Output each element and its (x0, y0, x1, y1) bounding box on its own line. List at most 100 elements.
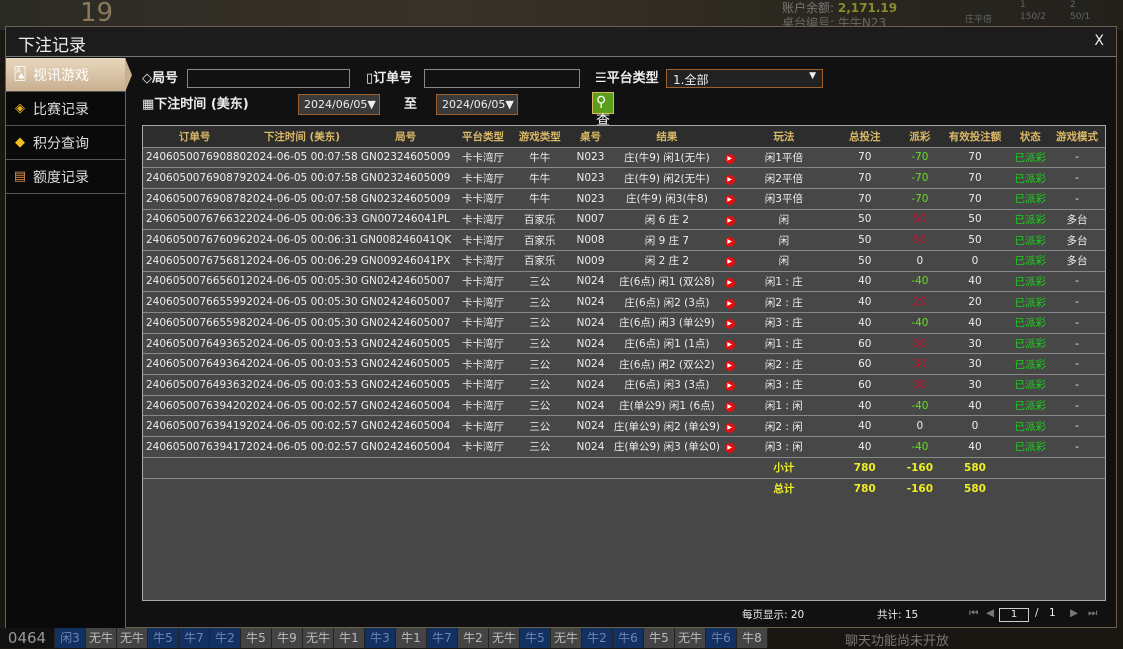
play-icon: ▶ (724, 360, 735, 371)
replay-button[interactable]: ▶ (719, 436, 740, 458)
cell: - (1049, 353, 1105, 375)
road-cell: 无牛 (86, 628, 117, 648)
cell: 闲 (739, 249, 829, 272)
platform-label: ☰平台类型 (595, 71, 659, 86)
cell: 庄(6点) 闲3 (3点) (613, 374, 720, 396)
table-row: 240605007665599 2024-06-05 00:05:30 GN0242… (143, 291, 1105, 313)
cell (246, 456, 358, 478)
cell: 已派彩 (1011, 415, 1050, 437)
column-header: 平台类型 (453, 126, 513, 147)
close-button[interactable]: X (1094, 33, 1104, 49)
cell: N024 (567, 332, 614, 354)
cell: 庄(牛9) 闲1(无牛) (613, 146, 720, 168)
cell: 闲3 : 庄 (739, 374, 829, 396)
replay-button[interactable]: ▶ (719, 332, 740, 354)
cell: 三公 (512, 270, 568, 292)
replay-button[interactable]: ▶ (719, 249, 740, 272)
cell: 闲1平倍 (739, 146, 829, 168)
cell (1049, 477, 1105, 499)
cell: 已派彩 (1011, 394, 1050, 416)
cell: 卡卡湾厅 (453, 291, 513, 313)
sidebar-item-video-games[interactable]: 🂡 视讯游戏 (6, 58, 132, 92)
cell: 40 (938, 436, 1012, 458)
replay-button[interactable]: ▶ (719, 229, 740, 251)
column-header: 玩法 (739, 126, 829, 147)
cell: 20 (938, 291, 1012, 313)
cell: 已派彩 (1011, 208, 1050, 230)
road-cell: 无牛 (675, 628, 706, 648)
page-count: 1 (1049, 607, 1056, 619)
cell: 卡卡湾厅 (453, 312, 513, 334)
cell: 780 (828, 456, 902, 478)
total-row: 总计 780 -160 580 (143, 477, 1105, 499)
cell (453, 477, 513, 499)
cell (613, 456, 720, 478)
modal-title: 下注记录 (18, 36, 86, 56)
replay-button[interactable]: ▶ (719, 146, 740, 168)
round-input[interactable] (187, 69, 350, 88)
replay-button[interactable]: ▶ (719, 353, 740, 375)
road-cell: 牛5 (148, 628, 179, 648)
replay-button[interactable]: ▶ (719, 415, 740, 437)
sidebar-item-match-records[interactable]: ◈ 比赛记录 (6, 92, 125, 126)
cell: -70 (901, 187, 939, 210)
replay-button[interactable]: ▶ (719, 374, 740, 396)
cell: - (1049, 394, 1105, 416)
cards-icon: 🂡 (13, 67, 27, 82)
cell: 30 (901, 332, 939, 354)
prev-page-button[interactable]: ◀ (986, 607, 995, 619)
query-button[interactable]: ⚲查询 (592, 92, 614, 149)
replay-button[interactable]: ▶ (719, 291, 740, 313)
column-header: 总投注 (828, 126, 902, 147)
play-icon: ▶ (724, 319, 735, 330)
table-row: 240605007690880 2024-06-05 00:07:58 GN0232… (143, 146, 1105, 168)
cell: 卡卡湾厅 (453, 374, 513, 396)
replay-button[interactable]: ▶ (719, 187, 740, 210)
cell: 580 (938, 456, 1012, 478)
diamond-icon: ◆ (15, 135, 25, 150)
list-icon: ☰ (595, 71, 607, 86)
cell: 240605007675681 (143, 249, 247, 272)
cell: 50 (901, 229, 939, 251)
replay-button[interactable]: ▶ (719, 394, 740, 416)
odds: 150/2 (1020, 12, 1046, 22)
odds-label: 庄平倍 (965, 15, 993, 25)
date-from-picker[interactable]: 2024/06/05▼ (298, 94, 380, 115)
platform-select[interactable]: 1.全部 ▼ (666, 69, 823, 88)
column-header: 桌号 (567, 126, 614, 147)
table-row: 240605007676632 2024-06-05 00:06:33 GN0072… (143, 208, 1105, 230)
next-page-button[interactable]: ▶ (1070, 607, 1079, 619)
odds: 50/1 (1070, 12, 1091, 22)
sidebar-item-points[interactable]: ◆ 积分查询 (6, 126, 125, 160)
cell: 40 (828, 291, 902, 313)
cell: 2024-06-05 00:06:29 (246, 249, 358, 272)
cell: 2024-06-05 00:07:58 (246, 146, 358, 168)
replay-button[interactable]: ▶ (719, 270, 740, 292)
tag-icon: ◇ (142, 71, 152, 86)
cell: 已派彩 (1011, 353, 1050, 375)
cell: 50 (938, 208, 1012, 230)
last-page-button[interactable]: ⏭ (1088, 607, 1098, 619)
cell: 0 (901, 415, 939, 437)
cell: 闲1 : 庄 (739, 332, 829, 354)
table-row: 240605007675681 2024-06-05 00:06:29 GN0092… (143, 249, 1105, 272)
cell: 70 (828, 167, 902, 189)
page-input[interactable]: 1 (999, 608, 1029, 622)
first-page-button[interactable]: ⏮ (969, 607, 979, 619)
cell: 30 (938, 353, 1012, 375)
date-to-picker[interactable]: 2024/06/05▼ (436, 94, 518, 115)
replay-button[interactable]: ▶ (719, 312, 740, 334)
replay-button[interactable]: ▶ (719, 208, 740, 230)
cell: 240605007639420 (143, 394, 247, 416)
replay-button[interactable]: ▶ (719, 167, 740, 189)
cell: -40 (901, 270, 939, 292)
cell: 50 (901, 208, 939, 230)
cell: 240605007639419 (143, 415, 247, 437)
order-input[interactable] (424, 69, 580, 88)
sidebar-item-credit-records[interactable]: ▤ 额度记录 (6, 160, 125, 194)
table-row: 240605007649365 2024-06-05 00:03:53 GN0242… (143, 332, 1105, 354)
cell: 40 (828, 312, 902, 334)
cell: -160 (901, 456, 939, 478)
cell: 百家乐 (512, 229, 568, 251)
cell: 闲3平倍 (739, 187, 829, 210)
